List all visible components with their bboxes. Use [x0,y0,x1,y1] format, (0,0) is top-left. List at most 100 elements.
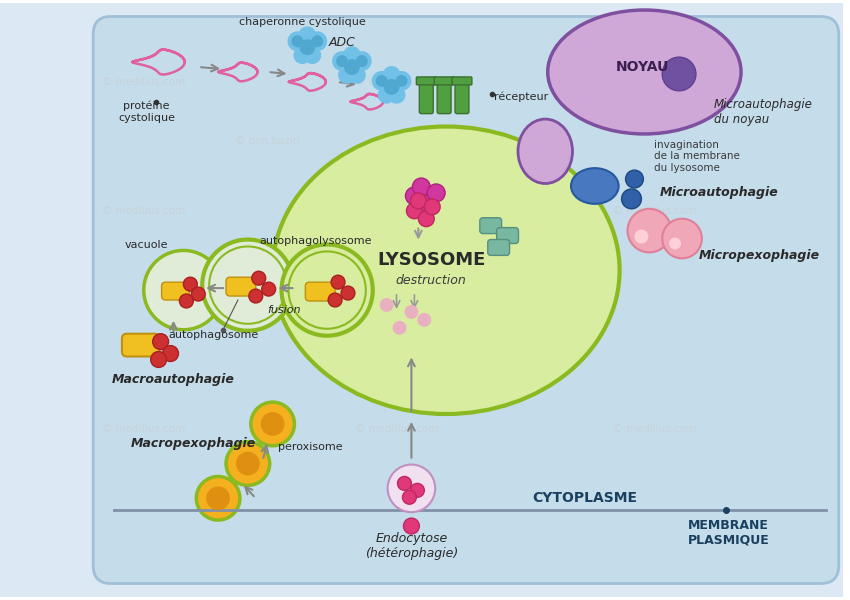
Circle shape [379,74,405,100]
FancyBboxPatch shape [488,239,509,256]
Text: Macropexophagie: Macropexophagie [131,437,256,450]
Text: fusion: fusion [267,305,300,315]
Text: chaperonne cystolique: chaperonne cystolique [239,17,366,28]
Circle shape [339,54,365,80]
Text: Microautophagie: Microautophagie [660,187,778,199]
Circle shape [303,46,321,64]
Circle shape [281,244,373,335]
Circle shape [382,66,400,84]
FancyBboxPatch shape [122,334,160,356]
Circle shape [621,189,642,209]
Text: ADC: ADC [329,36,355,49]
Circle shape [405,187,423,205]
Circle shape [262,282,275,296]
Circle shape [341,286,355,300]
Circle shape [249,289,263,303]
Circle shape [344,59,360,75]
Circle shape [153,334,168,350]
Text: destruction: destruction [396,274,467,287]
Circle shape [336,55,348,67]
Text: © den.bazin: © den.bazin [235,136,300,146]
Text: Macroautophagie: Macroautophagie [112,373,235,386]
Ellipse shape [547,10,741,134]
Circle shape [404,518,419,534]
Circle shape [287,31,308,51]
Text: Endocytose
(hétérophagie): Endocytose (hétérophagie) [365,532,458,560]
Text: NOYAU: NOYAU [615,60,669,74]
FancyBboxPatch shape [416,77,436,85]
Circle shape [417,313,431,327]
Circle shape [626,170,643,188]
Text: © medillus.com: © medillus.com [613,424,696,434]
Circle shape [371,71,392,91]
Ellipse shape [518,119,573,184]
Circle shape [412,178,430,196]
Circle shape [251,402,294,446]
Text: autophagosome: autophagosome [168,329,258,340]
Circle shape [343,46,361,64]
Text: LYSOSOME: LYSOSOME [377,251,485,269]
FancyBboxPatch shape [94,16,839,584]
Circle shape [662,57,696,91]
FancyBboxPatch shape [496,227,518,244]
FancyBboxPatch shape [226,277,256,296]
Text: peroxisome: peroxisome [278,442,343,452]
FancyBboxPatch shape [455,78,469,113]
Text: récepteur: récepteur [494,92,548,102]
Text: © medillus.com: © medillus.com [613,206,696,216]
Circle shape [411,193,427,209]
FancyBboxPatch shape [419,78,434,113]
Circle shape [627,209,672,253]
Circle shape [398,476,411,490]
Text: © medillus.com: © medillus.com [613,77,696,87]
Circle shape [191,287,205,301]
Circle shape [669,238,681,250]
Circle shape [294,34,320,60]
Text: © den.bazin: © den.bazin [503,315,568,325]
FancyBboxPatch shape [162,282,190,300]
Circle shape [388,86,405,104]
Circle shape [184,277,197,291]
Circle shape [356,55,368,67]
Text: © medillus.com: © medillus.com [354,77,439,87]
Circle shape [403,490,416,504]
Circle shape [332,51,352,71]
Circle shape [405,305,418,319]
Circle shape [236,452,260,475]
Circle shape [202,239,293,331]
Circle shape [428,184,445,202]
Circle shape [376,75,388,87]
Circle shape [150,352,167,367]
Circle shape [419,195,437,213]
Circle shape [411,484,424,497]
Ellipse shape [273,127,620,414]
Circle shape [388,464,435,512]
FancyBboxPatch shape [305,282,335,301]
Circle shape [299,39,315,55]
FancyBboxPatch shape [479,218,502,233]
Circle shape [179,294,193,308]
Circle shape [292,35,303,47]
Circle shape [252,271,266,285]
Circle shape [418,211,434,227]
Circle shape [393,321,406,335]
Circle shape [207,487,230,510]
Circle shape [226,442,269,485]
Circle shape [395,75,407,87]
FancyBboxPatch shape [434,77,454,85]
Text: invagination
de la membrane
du lysosome: invagination de la membrane du lysosome [654,140,740,173]
Text: Microautophagie
du noyau: Microautophagie du noyau [714,98,813,125]
Circle shape [634,230,649,244]
Circle shape [383,79,400,95]
Text: © medillus.com: © medillus.com [102,424,185,434]
Circle shape [662,219,702,259]
Text: © medillus.com: © medillus.com [102,77,185,87]
Circle shape [298,26,316,44]
Text: © den.bazin: © den.bazin [235,315,300,325]
Circle shape [332,275,345,289]
Circle shape [261,412,285,436]
Text: vacuole: vacuole [125,241,168,250]
Text: © den.bazin: © den.bazin [503,136,568,146]
Circle shape [352,51,371,71]
Circle shape [424,199,440,215]
